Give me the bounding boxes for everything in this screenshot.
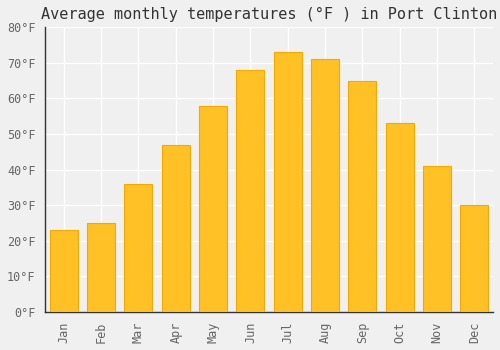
- Bar: [50, 230, 78, 312]
- Bar: [386, 123, 413, 312]
- Title: Average monthly temperatures (°F ) in Port Clinton: Average monthly temperatures (°F ) in Po…: [41, 7, 497, 22]
- Bar: [199, 106, 227, 312]
- Bar: [460, 205, 488, 312]
- Bar: [236, 70, 264, 312]
- Bar: [162, 145, 190, 312]
- Bar: [423, 166, 451, 312]
- Bar: [311, 59, 339, 312]
- Bar: [274, 52, 302, 312]
- Bar: [87, 223, 115, 312]
- Bar: [348, 80, 376, 312]
- Bar: [124, 184, 152, 312]
